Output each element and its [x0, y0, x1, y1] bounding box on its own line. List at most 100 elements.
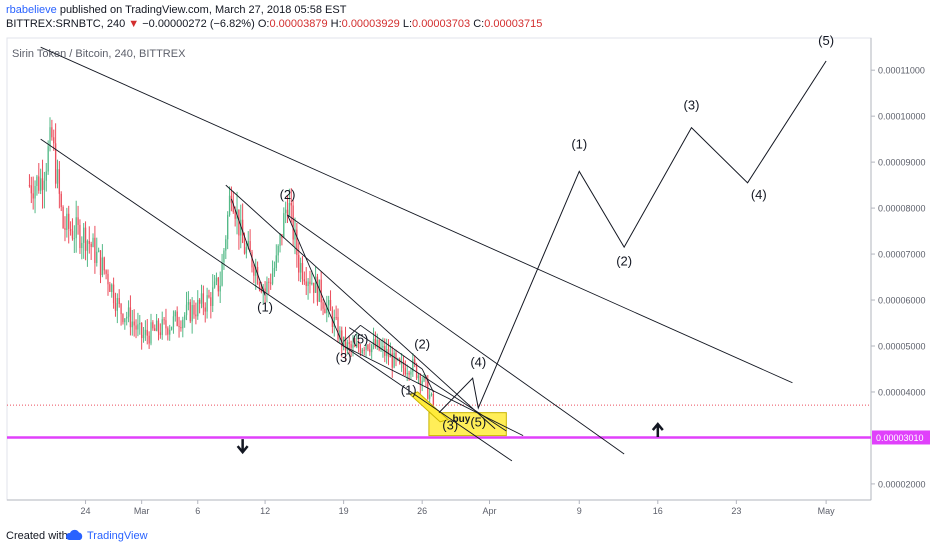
candle-up	[372, 338, 375, 345]
candle-down	[193, 305, 195, 315]
candle-down	[260, 286, 262, 292]
candle-up	[245, 247, 248, 254]
candle-up	[137, 324, 139, 330]
trend-line	[348, 327, 507, 432]
open-label: O:	[257, 18, 270, 30]
candle-down	[71, 231, 74, 239]
trend-line	[230, 198, 266, 296]
down-arrow-icon	[236, 439, 249, 455]
time-tick-label: 24	[81, 506, 91, 516]
candle-down	[68, 213, 70, 229]
candle-up	[423, 376, 425, 381]
candle-down	[408, 372, 410, 375]
candle-down	[301, 263, 304, 280]
publish-info: rbabelieve published on TradingView.com,…	[6, 4, 346, 16]
candle-up	[352, 344, 354, 348]
candle-up	[161, 319, 163, 336]
candle-down	[208, 295, 210, 298]
candle-down	[296, 229, 298, 256]
candle-down	[303, 279, 306, 282]
candle-up	[126, 316, 128, 319]
candle-up	[116, 298, 118, 311]
candle-up	[223, 250, 225, 263]
wave-label: (3)	[684, 97, 700, 112]
candle-down	[167, 328, 169, 335]
candle-up	[172, 316, 175, 327]
candle-up	[169, 329, 171, 335]
candle-up	[288, 203, 291, 216]
footer: Created with TradingView	[0, 522, 932, 550]
candle-down	[195, 314, 197, 317]
candle-down	[251, 251, 253, 268]
candle-down	[152, 322, 154, 329]
candle-up	[43, 180, 46, 190]
price-tick-label: 0.00008000	[878, 204, 926, 214]
open-value: 0.00003879	[269, 18, 328, 30]
time-tick-label: Apr	[482, 506, 496, 516]
author-link[interactable]: rbabelieve	[6, 4, 57, 16]
candle-up	[56, 169, 59, 184]
candle-up	[45, 171, 47, 181]
trend-line	[40, 46, 793, 384]
candle-up	[311, 282, 313, 285]
close-value: 0.00003715	[484, 18, 543, 30]
high-label: H:	[330, 18, 342, 30]
support-price-label: 0.00003010	[876, 433, 924, 443]
wave-label: (1)	[571, 136, 587, 151]
candle-up	[283, 213, 285, 238]
candle-up	[206, 295, 208, 312]
close-label: C:	[473, 18, 485, 30]
candle-down	[270, 282, 272, 284]
candle-down	[64, 228, 66, 230]
candle-up	[101, 257, 104, 276]
candle-down	[94, 237, 96, 263]
time-axis[interactable]: 24 Mar 6 12 19 26 Apr 9 16 23 May	[81, 500, 836, 516]
candle-down	[159, 332, 162, 336]
trend-line	[225, 184, 496, 430]
candle-down	[367, 344, 369, 350]
candle-down	[341, 330, 343, 347]
candle-up	[40, 178, 42, 191]
candle-down	[84, 227, 87, 251]
candle-up	[174, 311, 176, 317]
candle-down	[335, 317, 337, 319]
time-tick-label: 23	[731, 506, 741, 516]
candle-up	[131, 321, 133, 328]
tradingview-brand[interactable]: TradingView	[87, 530, 148, 542]
candle-down	[415, 364, 418, 379]
candle-down	[290, 203, 292, 206]
candle-down	[309, 281, 311, 285]
candle-up	[228, 195, 231, 216]
candle-down	[53, 137, 55, 144]
candle-down	[322, 302, 324, 309]
candle-down	[51, 127, 53, 138]
wave-label: (4)	[470, 355, 486, 370]
candle-down	[337, 317, 339, 340]
price-axis[interactable]: 0.00011000 0.00010000 0.00009000 0.00008000…	[871, 66, 926, 490]
trend-line	[360, 324, 423, 370]
change-down-icon: ▼	[128, 18, 140, 30]
candle-down	[402, 361, 405, 368]
candle-down	[122, 314, 124, 323]
candle-down	[133, 321, 135, 326]
candle-down	[232, 202, 234, 213]
price-tick-label: 0.00010000	[878, 112, 926, 122]
candle-down	[298, 255, 300, 273]
price-tick-label: 0.00009000	[878, 158, 926, 168]
candle-up	[191, 305, 193, 322]
candle-up	[184, 315, 186, 320]
candle-up	[342, 336, 345, 347]
candle-down	[38, 176, 40, 191]
candle-up	[412, 359, 414, 372]
candle-down	[28, 185, 31, 187]
candle-down	[374, 338, 377, 348]
wave-label: (4)	[751, 187, 767, 202]
candle-down	[32, 193, 34, 199]
candle-down	[217, 277, 219, 292]
trend-line	[287, 214, 345, 347]
candle-down	[432, 393, 435, 405]
time-tick-label: 12	[260, 506, 270, 516]
time-tick-label: 9	[577, 506, 582, 516]
candle-up	[49, 127, 51, 147]
